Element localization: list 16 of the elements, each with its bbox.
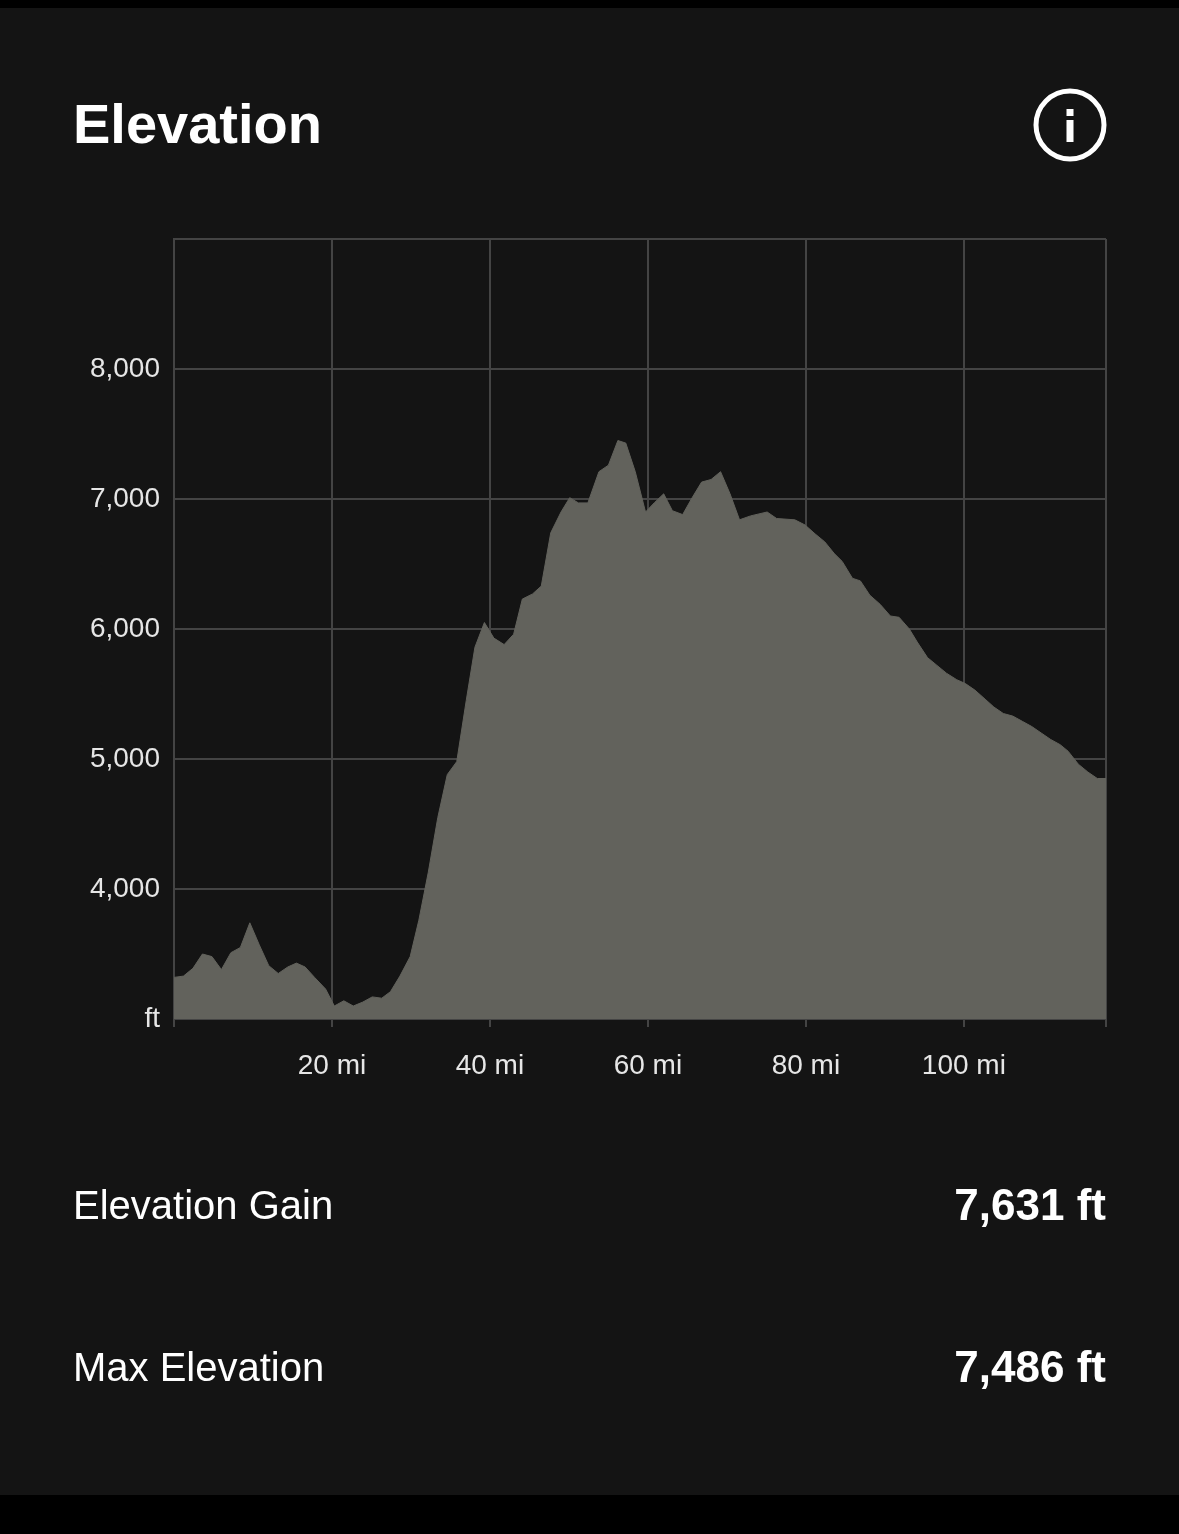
text: 7,486 ft xyxy=(954,1341,1106,1393)
x-tick-label: 80 mi xyxy=(771,1048,841,1080)
y-tick-label: 8,000 xyxy=(89,351,160,383)
text: Max Elevation xyxy=(73,1344,325,1391)
y-tick-label: 5,000 xyxy=(89,741,160,773)
x-tick-label: 20 mi xyxy=(297,1048,367,1080)
x-tick-label: 60 mi xyxy=(613,1048,683,1080)
chart-title: Elevation xyxy=(73,91,322,157)
x-tick-label: 100 mi xyxy=(921,1048,1006,1080)
y-tick-label: ft xyxy=(144,1001,161,1033)
y-tick-label: 4,000 xyxy=(89,871,160,903)
y-tick-label: 6,000 xyxy=(89,611,160,643)
x-tick-label: 40 mi xyxy=(455,1048,525,1080)
text: 7,631 ft xyxy=(954,1179,1106,1231)
text: Elevation Gain xyxy=(73,1182,334,1229)
y-tick-label: 7,000 xyxy=(89,481,160,513)
